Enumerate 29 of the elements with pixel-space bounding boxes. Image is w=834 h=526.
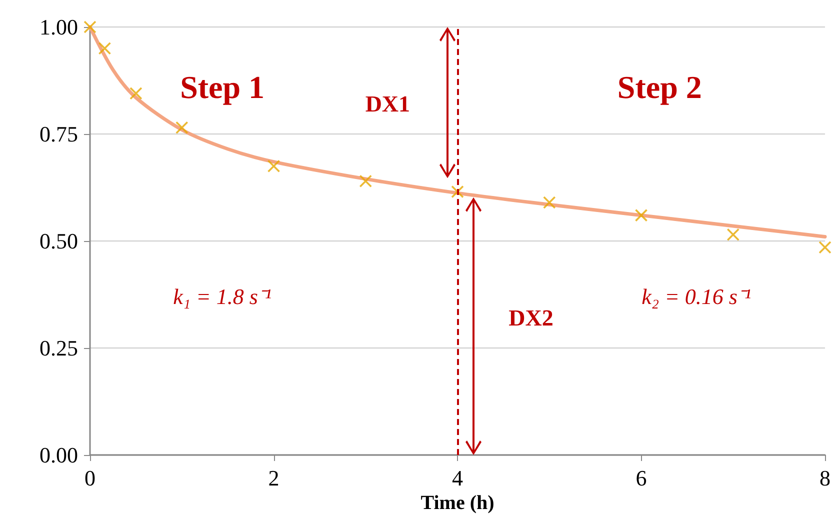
y-tick-label: 0.00	[40, 442, 78, 468]
y-tick-label: 1.00	[40, 14, 78, 40]
y-tick-label: 0.75	[40, 122, 78, 146]
x-axis-title: Time (h)	[420, 492, 494, 514]
x-tick-label: 0	[84, 466, 96, 490]
point	[359, 174, 372, 188]
annotation: DX2	[508, 306, 554, 331]
annotation: DX1	[365, 92, 410, 117]
point	[130, 86, 142, 100]
line-series	[88, 25, 827, 238]
x-tick-label: 8	[820, 466, 830, 490]
x-tick-label: 2	[268, 466, 280, 490]
y-tick-label: 0.25	[40, 336, 78, 360]
annotation: Step 2	[617, 68, 702, 105]
x-tick-label: 6	[636, 466, 647, 490]
point	[175, 121, 188, 134]
x-tick-label: 4	[452, 466, 463, 490]
point	[542, 196, 556, 209]
y-tick-label: 0.50	[40, 228, 78, 254]
point	[451, 185, 464, 198]
point	[726, 228, 740, 241]
point	[818, 241, 832, 254]
annotation: k₁ = 1.8 s⁻¹	[173, 284, 272, 310]
point	[267, 160, 280, 172]
point	[84, 20, 96, 34]
annotation: Step 1	[180, 68, 265, 105]
point	[634, 208, 648, 222]
point	[98, 42, 112, 55]
annotation: k₂ = 0.16 s⁻¹	[642, 284, 752, 310]
